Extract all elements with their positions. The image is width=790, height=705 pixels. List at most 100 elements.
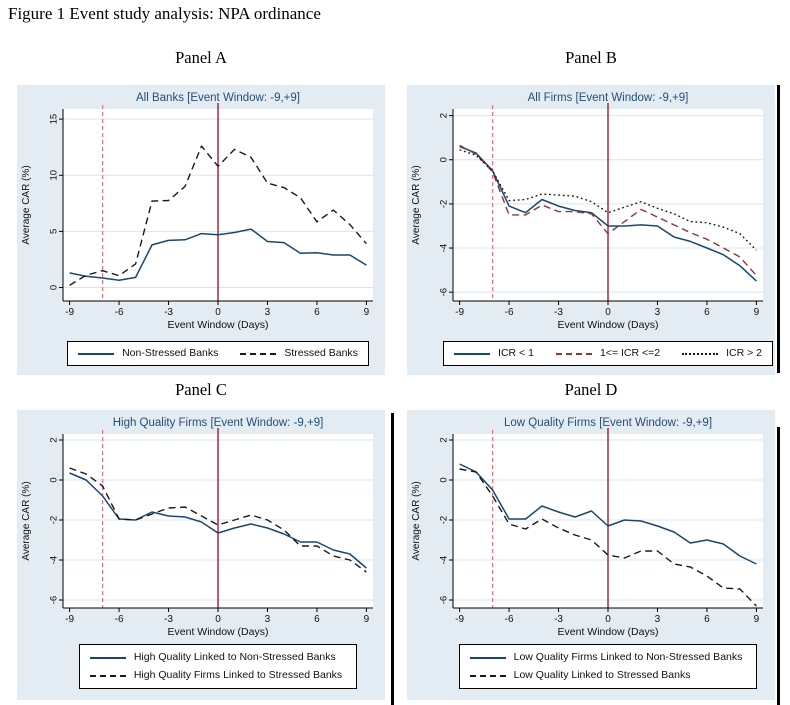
series-line-1	[69, 145, 367, 286]
x-tick-label: 9	[364, 614, 370, 625]
chart-title: Low Quality Firms [Event Window: -9,+9]	[504, 417, 712, 429]
y-tick-label: 2	[439, 437, 450, 442]
y-tick-label: 2	[49, 437, 60, 442]
legend-label: ICR > 2	[726, 347, 762, 359]
y-tick-label: 10	[49, 170, 60, 181]
y-tick-label: -4	[49, 556, 60, 564]
x-tick-label: 3	[265, 307, 271, 318]
panel-a-chart: 0 5 10 15 -9 -6 -3 0 3 6 9 All Banks [Event Window:…	[17, 85, 385, 375]
x-tick-label: 9	[364, 307, 370, 318]
chart-legend: Non-Stressed Banks Stressed Banks	[63, 341, 373, 367]
legend-box: Non-Stressed Banks Stressed Banks	[67, 341, 369, 367]
x-tick-label: 0	[215, 614, 221, 625]
x-tick-label: 0	[215, 307, 221, 318]
chart-svg: 0 5 10 15 -9 -6 -3 0 3 6 9 All Banks [Event Window:…	[17, 85, 385, 375]
y-axis-title: Average CAR (%)	[411, 165, 422, 244]
series-line-0	[459, 145, 757, 282]
x-tick-label: 6	[314, 614, 320, 625]
x-tick-label: 0	[605, 307, 611, 318]
x-tick-label: -6	[115, 614, 124, 625]
legend-line-sample	[89, 656, 126, 659]
legend-entry: Stressed Banks	[240, 346, 358, 361]
y-axis-title: Average CAR (%)	[21, 165, 32, 244]
legend-line-sample	[454, 352, 491, 355]
chart-legend: High Quality Linked to Non-Stressed Bank…	[63, 644, 373, 690]
y-axis-title: Average CAR (%)	[411, 481, 422, 560]
legend-line-sample	[78, 352, 115, 355]
series-line-0	[459, 463, 757, 565]
x-tick-label: 6	[704, 614, 710, 625]
y-tick-label: 5	[49, 229, 60, 234]
x-axis-title: Event Window (Days)	[558, 626, 659, 638]
y-tick-label: 0	[49, 477, 60, 482]
x-tick-label: -3	[164, 307, 173, 318]
chart-legend: ICR < 1 1<= ICR <=2 ICR > 2	[443, 341, 773, 367]
y-axis-title: Average CAR (%)	[21, 481, 32, 560]
legend-label: Low Quality Linked to Stressed Banks	[513, 669, 691, 682]
x-tick-label: -6	[115, 307, 124, 318]
x-tick-label: -9	[65, 307, 74, 318]
chart-title: All Firms [Event Window: -9,+9]	[528, 92, 689, 104]
x-tick-label: 3	[655, 614, 661, 625]
x-axis-title: Event Window (Days)	[168, 319, 269, 331]
y-tick-label: -4	[439, 244, 450, 252]
y-tick-label: -6	[49, 596, 60, 604]
y-tick-label: 2	[439, 113, 450, 118]
x-tick-label: 6	[704, 307, 710, 318]
legend-entry: High Quality Linked to Non-Stressed Bank…	[89, 650, 336, 665]
legend-label: ICR < 1	[498, 347, 534, 359]
x-tick-label: 6	[314, 307, 320, 318]
x-tick-label: -3	[164, 614, 173, 625]
legend-box: High Quality Linked to Non-Stressed Bank…	[78, 644, 358, 690]
x-tick-label: -9	[455, 614, 464, 625]
legend-entry: 1<= ICR <=2	[555, 346, 661, 361]
x-tick-label: -9	[65, 614, 74, 625]
series-line-0	[69, 228, 367, 281]
series-line-1	[69, 467, 367, 573]
y-tick-label: 15	[49, 114, 60, 125]
legend-line-sample	[682, 352, 719, 355]
x-tick-label: -9	[455, 307, 464, 318]
y-tick-label: 0	[49, 285, 60, 290]
legend-line-sample	[469, 674, 506, 677]
x-tick-label: 0	[605, 614, 611, 625]
x-axis-title: Event Window (Days)	[558, 319, 659, 331]
y-tick-label: -2	[439, 516, 450, 524]
legend-box: ICR < 1 1<= ICR <=2 ICR > 2	[443, 341, 773, 367]
legend-entry: High Quality Firms Linked to Stressed Ba…	[89, 668, 343, 683]
legend-line-sample	[240, 352, 277, 355]
legend-box: Low Quality Firms Linked to Non-Stressed…	[458, 644, 758, 690]
series-line-2	[459, 149, 757, 251]
x-axis-title: Event Window (Days)	[168, 626, 269, 638]
panel-b-label: Panel B	[565, 48, 617, 67]
legend-line-sample	[89, 674, 126, 677]
legend-label: High Quality Firms Linked to Stressed Ba…	[133, 669, 343, 682]
y-tick-label: 0	[439, 157, 450, 162]
panel-a-label: Panel A	[175, 48, 227, 67]
y-tick-label: -6	[439, 596, 450, 604]
y-tick-label: 0	[439, 477, 450, 482]
panel-d-label: Panel D	[564, 380, 618, 399]
legend-label: High Quality Linked to Non-Stressed Bank…	[133, 651, 336, 663]
x-tick-label: -3	[554, 307, 563, 318]
legend-entry: ICR < 1	[454, 346, 534, 361]
panel-c-label: Panel C	[175, 380, 227, 399]
panel-b-chart: 2 0 -2 -4 -6 -9 -6 -3 0 3 6 9 All Firms [Event Windo…	[407, 85, 775, 375]
chart-title: All Banks [Event Window: -9,+9]	[136, 92, 300, 104]
chart-svg: 2 0 -2 -4 -6 -9 -6 -3 0 3 6 9 All Firms [Event Windo…	[407, 85, 775, 375]
x-tick-label: 9	[754, 614, 760, 625]
x-tick-label: -6	[505, 307, 514, 318]
legend-line-sample	[555, 352, 592, 355]
right-border-bar-top	[777, 85, 780, 373]
panel-d-chart: 2 0 -2 -4 -6 -9 -6 -3 0 3 6 9 Low Quality Firms [Eve…	[407, 410, 775, 700]
x-tick-label: -6	[505, 614, 514, 625]
legend-entry: Low Quality Firms Linked to Non-Stressed…	[469, 650, 743, 665]
legend-label: 1<= ICR <=2	[599, 347, 661, 359]
y-tick-label: -6	[439, 288, 450, 296]
legend-label: Low Quality Firms Linked to Non-Stressed…	[513, 651, 743, 663]
chart-title: High Quality Firms [Event Window: -9,+9]	[113, 417, 324, 429]
x-tick-label: 9	[754, 307, 760, 318]
y-tick-label: -2	[439, 200, 450, 208]
legend-label: Stressed Banks	[284, 347, 358, 359]
